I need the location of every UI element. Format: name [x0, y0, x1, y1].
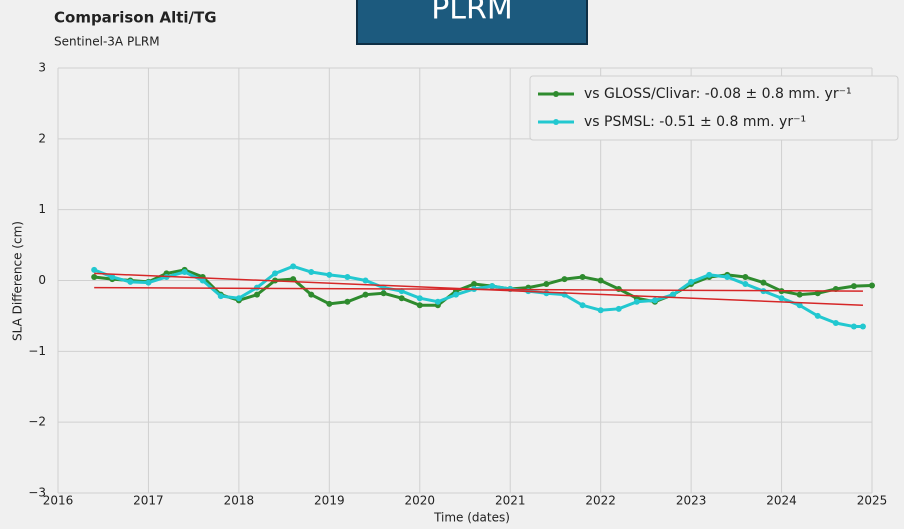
point [235, 295, 242, 302]
point [109, 273, 116, 280]
point [253, 291, 260, 298]
x-tick-label: 2017 [133, 494, 164, 508]
y-tick-label: −3 [28, 486, 46, 500]
point [814, 290, 821, 297]
point [489, 283, 496, 290]
point [706, 271, 713, 278]
point [145, 279, 152, 286]
point [543, 281, 550, 288]
y-tick-label: 0 [38, 273, 46, 287]
series-line [94, 286, 863, 292]
point [181, 269, 188, 275]
point [272, 270, 279, 277]
badge: PLRM [431, 0, 513, 27]
point [452, 291, 459, 298]
point [850, 283, 857, 290]
legend-marker [553, 91, 559, 97]
point [670, 291, 677, 298]
point [796, 291, 803, 298]
x-tick-label: 2025 [857, 494, 888, 508]
x-axis-label: Time (dates) [433, 511, 510, 525]
point [597, 307, 604, 314]
x-tick-label: 2018 [224, 494, 255, 508]
y-axis-label: SLA Difference (cm) [11, 221, 25, 341]
point [362, 277, 369, 284]
point [742, 273, 749, 280]
point [416, 295, 423, 302]
point [760, 279, 767, 286]
x-tick-label: 2020 [405, 494, 436, 508]
x-tick-label: 2016 [43, 494, 74, 508]
legend-box [529, 75, 899, 141]
point [796, 302, 803, 309]
point [344, 298, 351, 305]
point [326, 300, 333, 307]
point [308, 269, 315, 275]
x-tick-label: 2021 [495, 494, 526, 508]
badge-box [356, 0, 588, 45]
legend-label: vs GLOSS/Clivar: -0.08 ± 0.8 mm. yr⁻¹ [584, 86, 852, 102]
legend-marker [553, 119, 559, 125]
point [688, 278, 695, 285]
series-line [93, 264, 863, 329]
point [91, 273, 98, 280]
point [217, 293, 224, 300]
point [434, 298, 441, 305]
point [651, 297, 658, 304]
point [416, 302, 423, 309]
x-tick-label: 2023 [676, 494, 707, 508]
point [597, 277, 604, 284]
point [832, 320, 839, 326]
y-tick-label: 3 [38, 61, 46, 75]
point [869, 282, 875, 289]
point [380, 290, 387, 297]
point [308, 291, 315, 298]
x-tick-label: 2019 [314, 494, 345, 508]
point [579, 273, 586, 280]
y-tick-label: 1 [38, 202, 46, 216]
point [850, 323, 857, 330]
y-tick-label: 2 [38, 131, 46, 145]
point [362, 291, 369, 298]
point [91, 266, 98, 273]
point [471, 281, 478, 288]
point [859, 323, 866, 330]
point [615, 286, 622, 292]
point [579, 302, 586, 309]
point [742, 281, 749, 288]
point [615, 305, 622, 312]
point [344, 273, 351, 280]
point [290, 263, 297, 270]
x-tick-label: 2024 [766, 494, 797, 508]
point [326, 271, 333, 278]
point [127, 278, 134, 285]
point [199, 277, 206, 284]
x-tick-label: 2022 [585, 494, 616, 508]
y-tick-label: −1 [28, 344, 46, 358]
chart-title: Comparison Alti/TG [54, 9, 217, 27]
point [814, 312, 821, 319]
chart-subtitle: Sentinel-3A PLRM [54, 35, 160, 49]
point [561, 276, 568, 283]
point [543, 290, 550, 297]
point [633, 298, 640, 305]
legend-label: vs PSMSL: -0.51 ± 0.8 mm. yr⁻¹ [584, 114, 806, 130]
point [724, 273, 731, 280]
point [398, 295, 405, 302]
point [778, 295, 785, 302]
point [290, 276, 297, 283]
y-tick-label: −2 [28, 415, 46, 429]
